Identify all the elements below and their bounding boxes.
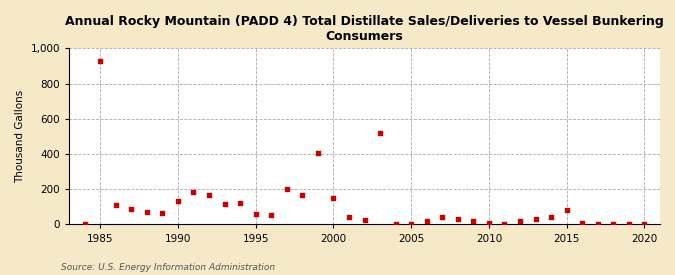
Point [297,192,308,197]
Point [126,207,136,211]
Point [188,190,199,194]
Point [204,192,215,197]
Point [142,210,153,214]
Point [219,202,230,207]
Point [250,212,261,216]
Point [437,215,448,220]
Point [281,187,292,191]
Point [608,221,619,226]
Point [577,221,588,225]
Point [624,221,634,226]
Point [468,219,479,223]
Point [79,222,90,227]
Point [452,217,463,221]
Point [313,151,323,155]
Point [406,221,416,226]
Point [483,221,494,225]
Point [110,203,121,207]
Point [95,59,105,63]
Point [593,221,603,226]
Point [328,196,339,200]
Point [390,221,401,226]
Point [359,218,370,222]
Text: Source: U.S. Energy Information Administration: Source: U.S. Energy Information Administ… [61,263,275,272]
Point [375,131,385,135]
Title: Annual Rocky Mountain (PADD 4) Total Distillate Sales/Deliveries to Vessel Bunke: Annual Rocky Mountain (PADD 4) Total Dis… [65,15,664,43]
Point [546,215,557,220]
Y-axis label: Thousand Gallons: Thousand Gallons [15,90,25,183]
Point [499,221,510,226]
Point [639,222,650,226]
Point [514,219,525,223]
Point [530,217,541,221]
Point [235,201,246,205]
Point [562,208,572,213]
Point [344,214,354,219]
Point [266,213,277,217]
Point [421,219,432,223]
Point [157,211,168,215]
Point [173,199,184,203]
